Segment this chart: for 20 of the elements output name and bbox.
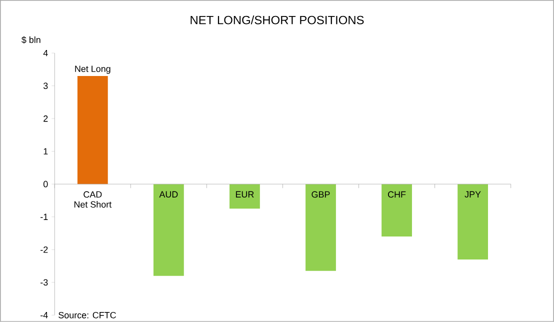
y-axis-title: $ bln	[22, 36, 40, 44]
x-tick-label: CHF	[388, 191, 406, 198]
x-tick-label: AUD	[159, 191, 178, 198]
y-tick-label: -3	[40, 279, 48, 286]
y-tick-label: 1	[44, 148, 48, 154]
x-tick-label: JPY	[464, 191, 481, 198]
x-tick-label: EUR	[236, 191, 254, 198]
x-tick-label: CAD	[84, 191, 102, 198]
y-tick-label: 0	[43, 180, 48, 188]
y-tick-label: 4	[43, 50, 48, 56]
y-tick-label: -2	[40, 246, 48, 253]
y-tick-label: -4	[40, 312, 48, 318]
annotation: Source: CFTC	[58, 312, 116, 318]
y-tick-label: 2	[44, 115, 48, 122]
y-tick-label: -1	[40, 214, 48, 220]
annotation: Net Short	[74, 201, 112, 208]
chart-title: NET LONG/SHORT POSITIONS	[190, 16, 364, 24]
y-tick-label: 3	[43, 82, 48, 90]
annotation: Net Long	[75, 66, 110, 74]
x-tick-label: GBP	[312, 191, 330, 198]
